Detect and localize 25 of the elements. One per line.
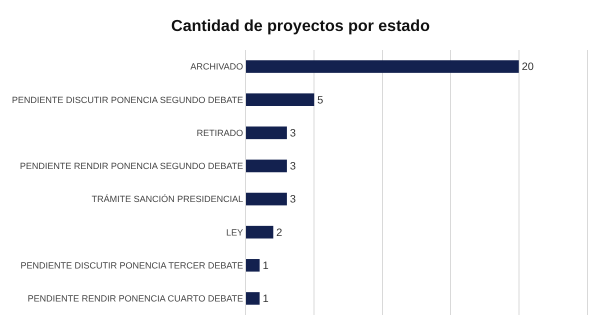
y-tick-label: PENDIENTE DISCUTIR PONENCIA SEGUNDO DEBATE xyxy=(12,94,244,105)
y-tick-label: ARCHIVADO xyxy=(190,62,244,72)
bar xyxy=(246,126,287,140)
chart-title: Cantidad de proyectos por estado xyxy=(171,18,430,36)
y-tick-label: PENDIENTE RENDIR PONENCIA CUARTO DEBATE xyxy=(28,294,244,304)
data-label: 1 xyxy=(262,260,269,272)
bar xyxy=(246,292,260,305)
bar xyxy=(246,192,287,206)
data-label: 3 xyxy=(290,127,296,140)
bar xyxy=(246,259,260,272)
y-tick-label: PENDIENTE RENDIR PONENCIA SEGUNDO DEBATE xyxy=(20,161,244,172)
y-tick-label: PENDIENTE DISCUTIR PONENCIA TERCER DEBATE xyxy=(20,260,244,270)
y-tick-label: LEY xyxy=(226,227,244,238)
data-label: 3 xyxy=(290,160,296,173)
data-label: 1 xyxy=(262,293,269,306)
data-label: 5 xyxy=(317,94,324,106)
bar xyxy=(246,226,274,238)
bar xyxy=(246,160,287,172)
data-label: 2 xyxy=(276,226,282,239)
y-tick-label: RETIRADO xyxy=(196,128,244,138)
bar xyxy=(246,93,314,106)
data-label: 20 xyxy=(522,61,534,74)
data-label: 3 xyxy=(290,194,296,206)
y-tick-label: TRÁMITE SANCIÓN PRESIDENCIAL xyxy=(92,194,244,204)
bar xyxy=(246,60,519,73)
